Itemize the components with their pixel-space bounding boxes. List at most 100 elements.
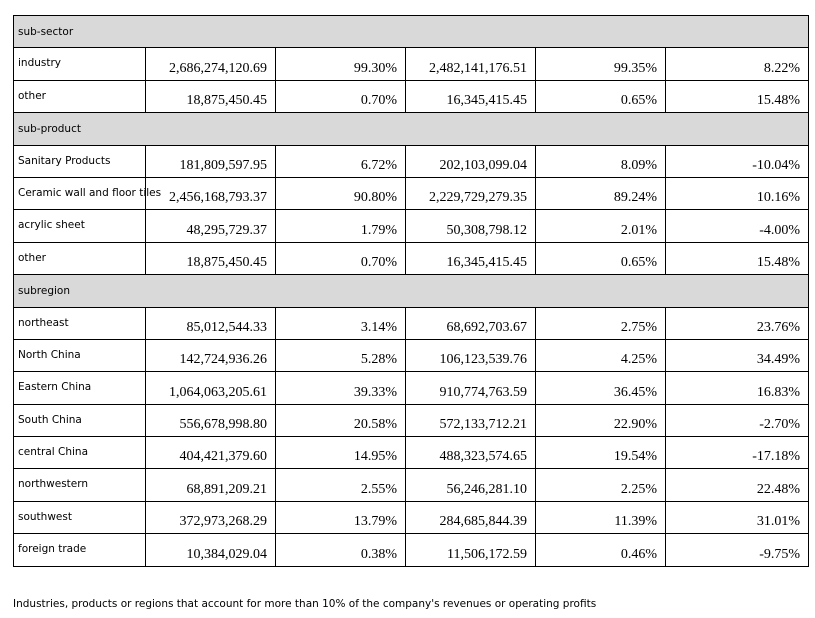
table-row: southwest 372,973,268.29 13.79% 284,685,844… — [13, 500, 810, 535]
table-row: northwestern 68,891,209.21 2.55% 56,246,281… — [13, 468, 810, 502]
revenue-breakdown-sheet: sub-sector industry 2,686,274,120.69 99.30%… — [12, 14, 810, 567]
table-row: acrylic sheet 48,295,729.37 1.79% 50,308,79… — [13, 209, 810, 243]
value-cell: 22.48% — [664, 468, 810, 502]
value-cell: 10.16% — [664, 176, 810, 211]
value-cell: 2,482,141,176.51 — [405, 47, 536, 81]
value-cell: 23.76% — [664, 306, 810, 340]
value-cell: 11,506,172.59 — [405, 533, 536, 567]
value-cell: 50,308,798.12 — [405, 209, 536, 243]
row-label: acrylic sheet — [13, 209, 146, 243]
value-cell: 68,692,703.67 — [405, 306, 536, 340]
section-title: sub-sector — [12, 14, 810, 49]
value-cell: -10.04% — [664, 144, 810, 178]
value-cell: 910,774,763.59 — [405, 371, 536, 405]
value-cell: 20.58% — [275, 403, 406, 438]
table-row: North China 142,724,936.26 5.28% 106,123,53… — [13, 338, 810, 373]
value-cell: 284,685,844.39 — [405, 500, 536, 535]
value-cell: 14.95% — [275, 436, 406, 470]
value-cell: 36.45% — [535, 371, 666, 405]
value-cell: 89.24% — [535, 176, 666, 211]
value-cell: 4.25% — [535, 338, 666, 373]
value-cell: 404,421,379.60 — [145, 436, 276, 470]
value-cell: 90.80% — [275, 176, 406, 211]
table-row: South China 556,678,998.80 20.58% 572,133,7… — [13, 403, 810, 438]
value-cell: 68,891,209.21 — [145, 468, 276, 502]
value-cell: 31.01% — [664, 500, 810, 535]
value-cell: 10,384,029.04 — [145, 533, 276, 567]
value-cell: -2.70% — [664, 403, 810, 438]
row-label: northwestern — [13, 468, 146, 502]
row-label: North China — [13, 338, 146, 373]
value-cell: 2,229,729,279.35 — [405, 176, 536, 211]
value-cell: 8.09% — [535, 144, 666, 178]
value-cell: -17.18% — [664, 436, 810, 470]
value-cell: 0.38% — [275, 533, 406, 567]
value-cell: 48,295,729.37 — [145, 209, 276, 243]
value-cell: 0.70% — [275, 79, 406, 114]
row-label: South China — [13, 403, 146, 438]
value-cell: 8.22% — [664, 47, 810, 81]
value-cell: 13.79% — [275, 500, 406, 535]
table-row: other 18,875,450.45 0.70% 16,345,415.45 0.65… — [13, 241, 810, 276]
value-cell: 0.65% — [535, 241, 666, 276]
value-cell: 99.35% — [535, 47, 666, 81]
row-label: northeast — [13, 306, 146, 340]
value-cell: 18,875,450.45 — [145, 79, 276, 114]
value-cell: 22.90% — [535, 403, 666, 438]
row-label: industry — [13, 47, 146, 81]
revenue-breakdown-table: sub-sector industry 2,686,274,120.69 99.30%… — [12, 14, 810, 567]
value-cell: 2,686,274,120.69 — [145, 47, 276, 81]
value-cell: 488,323,574.65 — [405, 436, 536, 470]
row-label: Sanitary Products — [13, 144, 146, 178]
row-label: southwest — [13, 500, 146, 535]
section-header-row: sub-sector — [12, 14, 810, 49]
value-cell: 0.46% — [535, 533, 666, 567]
value-cell: 2.25% — [535, 468, 666, 502]
row-label: other — [13, 79, 146, 114]
table-row: other 18,875,450.45 0.70% 16,345,415.45 0.65… — [13, 79, 810, 114]
value-cell: 2.01% — [535, 209, 666, 243]
value-cell: 16,345,415.45 — [405, 241, 536, 276]
row-label: foreign trade — [13, 533, 146, 567]
value-cell: 15.48% — [664, 79, 810, 114]
value-cell: 372,973,268.29 — [145, 500, 276, 535]
value-cell: 99.30% — [275, 47, 406, 81]
row-label: Eastern China — [13, 371, 146, 405]
table-row: foreign trade 10,384,029.04 0.38% 11,506,17… — [13, 533, 810, 567]
value-cell: 39.33% — [275, 371, 406, 405]
table-row: central China 404,421,379.60 14.95% 488,323… — [13, 436, 810, 470]
value-cell: 6.72% — [275, 144, 406, 178]
table-row: Sanitary Products 181,809,597.95 6.72% 202,… — [13, 144, 810, 178]
row-label: central China — [13, 436, 146, 470]
value-cell: 0.70% — [275, 241, 406, 276]
value-cell: 5.28% — [275, 338, 406, 373]
value-cell: 142,724,936.26 — [145, 338, 276, 373]
value-cell: 16.83% — [664, 371, 810, 405]
table-row: industry 2,686,274,120.69 99.30% 2,482,141,… — [13, 47, 810, 81]
value-cell: 556,678,998.80 — [145, 403, 276, 438]
value-cell: 19.54% — [535, 436, 666, 470]
value-cell: 106,123,539.76 — [405, 338, 536, 373]
value-cell: 15.48% — [664, 241, 810, 276]
row-label: Ceramic wall and floor tiles — [13, 176, 161, 211]
value-cell: 16,345,415.45 — [405, 79, 536, 114]
value-cell: 572,133,712.21 — [405, 403, 536, 438]
value-cell: -9.75% — [664, 533, 810, 567]
value-cell: 2.75% — [535, 306, 666, 340]
value-cell: 1,064,063,205.61 — [145, 371, 276, 405]
value-cell: 34.49% — [664, 338, 810, 373]
section-title: sub-product — [12, 112, 810, 146]
value-cell: 0.65% — [535, 79, 666, 114]
value-cell: 202,103,099.04 — [405, 144, 536, 178]
table-row: northeast 85,012,544.33 3.14% 68,692,703.67… — [13, 306, 810, 340]
value-cell: 2,456,168,793.37 — [145, 176, 276, 211]
table-row: Eastern China 1,064,063,205.61 39.33% 910,7… — [13, 371, 810, 405]
table-footnote: Industries, products or regions that acc… — [13, 598, 597, 610]
value-cell: 2.55% — [275, 468, 406, 502]
section-header-row: subregion — [12, 274, 810, 308]
section-header-row: sub-product — [12, 112, 810, 146]
value-cell: 18,875,450.45 — [145, 241, 276, 276]
value-cell: 181,809,597.95 — [145, 144, 276, 178]
section-title: subregion — [12, 274, 810, 308]
table-row: Ceramic wall and floor tiles 2,456,168,79… — [13, 176, 810, 211]
